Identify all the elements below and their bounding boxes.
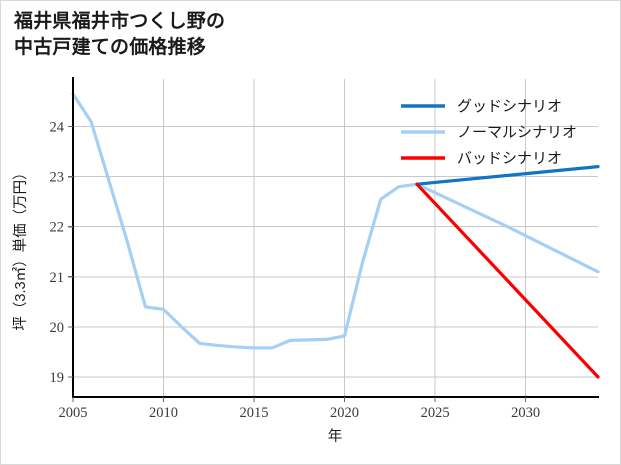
data-series-layer	[71, 92, 600, 379]
y-tick-label: 22	[50, 220, 65, 236]
x-tick-label: 2030	[511, 405, 540, 421]
series-line	[415, 182, 600, 379]
series-line	[71, 92, 600, 350]
legend-label: グッドシナリオ	[457, 98, 562, 115]
x-tick-label: 2015	[240, 405, 269, 421]
x-tick-label: 2005	[59, 405, 88, 421]
y-tick-label: 24	[50, 120, 65, 136]
axis-layer	[68, 77, 599, 402]
legend-label: バッドシナリオ	[457, 151, 562, 167]
series-line	[415, 165, 600, 186]
x-tick-label: 2025	[421, 405, 450, 421]
y-tick-label: 21	[50, 270, 65, 286]
y-tick-label: 19	[50, 370, 65, 386]
x-axis-title: 年	[328, 428, 343, 445]
x-tick-label: 2010	[149, 405, 178, 421]
y-axis-title: 坪（3.3㎡）単価（万円）	[12, 165, 29, 330]
y-tick-label: 20	[50, 320, 65, 336]
axis-title-layer: 年 坪（3.3㎡）単価（万円）	[12, 165, 342, 445]
legend-label: ノーマルシナリオ	[457, 125, 577, 141]
y-tick-label: 23	[50, 170, 65, 186]
chart-title: 福井県福井市つくし野の 中古戸建ての価格推移	[14, 11, 226, 58]
tick-label-layer: 19 20 21 22 23 24 2005 2010 2015 2020 2025 2030	[50, 120, 541, 421]
x-tick-label: 2020	[330, 405, 359, 421]
